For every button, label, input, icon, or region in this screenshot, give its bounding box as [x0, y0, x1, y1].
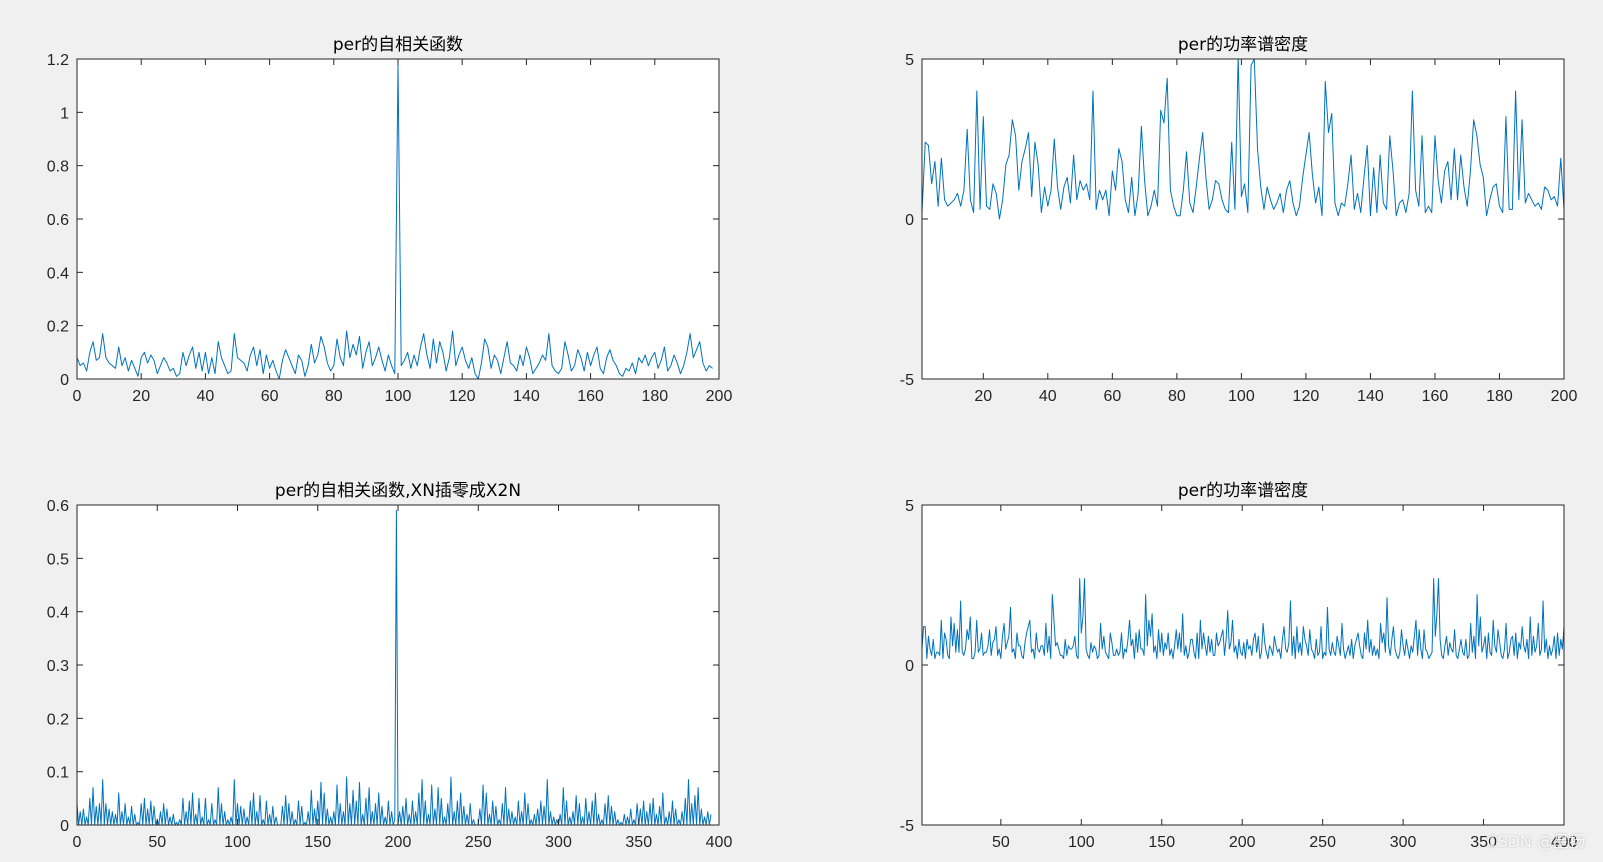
x-tick-label: 50	[992, 834, 1010, 851]
x-tick-label: 100	[224, 834, 251, 851]
y-tick-label: 0.1	[47, 765, 69, 782]
chart-title: per的功率谱密度	[1178, 35, 1308, 55]
y-tick-label: 0.2	[47, 711, 69, 728]
series-line	[77, 509, 712, 825]
x-tick-label: 120	[449, 388, 476, 405]
x-tick-label: 100	[1228, 388, 1255, 405]
x-tick-label: 150	[304, 834, 331, 851]
x-tick-label: 100	[385, 388, 412, 405]
x-tick-label: 250	[1309, 834, 1336, 851]
x-tick-label: 300	[545, 834, 572, 851]
watermark-text: CSDN @星扬	[1486, 832, 1585, 851]
y-tick-label: 0	[905, 658, 914, 675]
x-tick-label: 40	[197, 388, 215, 405]
x-tick-label: 180	[641, 388, 668, 405]
x-tick-label: 140	[513, 388, 540, 405]
y-tick-label: 0.3	[47, 658, 69, 675]
x-tick-label: 160	[1422, 388, 1449, 405]
x-tick-label: 250	[465, 834, 492, 851]
series-line	[922, 59, 1564, 220]
x-tick-label: 120	[1293, 388, 1320, 405]
x-tick-label: 40	[1039, 388, 1057, 405]
x-tick-label: 20	[974, 388, 992, 405]
y-tick-label: 0.5	[47, 551, 69, 568]
y-tick-label: 0.6	[47, 212, 69, 229]
x-tick-label: 400	[706, 834, 733, 851]
x-tick-label: 0	[73, 834, 82, 851]
x-tick-label: 350	[1470, 834, 1497, 851]
x-tick-label: 200	[1229, 834, 1256, 851]
y-tick-label: 0	[60, 818, 69, 835]
chart-3: 0 50 100 150 200 250 300 350 400 0 0.1 0.2 0.3 0.4 0.5…	[47, 481, 733, 851]
y-tick-label: 1	[60, 105, 69, 122]
chart-title: per的自相关函数	[333, 35, 463, 55]
y-tick-label: 0.4	[47, 605, 69, 622]
x-tick-label: 400	[1551, 834, 1578, 851]
y-tick-label: 0.8	[47, 159, 69, 176]
y-tick-label: 5	[905, 52, 914, 69]
x-tick-label: 300	[1390, 834, 1417, 851]
chart-title: per的功率谱密度	[1178, 481, 1308, 501]
y-tick-label: 0	[60, 372, 69, 389]
x-tick-label: 50	[148, 834, 166, 851]
plot-area	[922, 505, 1564, 825]
y-tick-label: -5	[900, 818, 914, 835]
x-tick-label: 200	[706, 388, 733, 405]
plot-area	[922, 59, 1564, 379]
y-tick-label: 0.2	[47, 319, 69, 336]
chart-title: per的自相关函数,XN插零成X2N	[275, 481, 521, 501]
x-tick-label: 20	[132, 388, 150, 405]
x-tick-label: 160	[577, 388, 604, 405]
x-tick-label: 100	[1068, 834, 1095, 851]
series-line	[77, 63, 713, 379]
x-tick-label: 80	[1168, 388, 1186, 405]
series-line	[922, 578, 1564, 660]
x-tick-label: 200	[1551, 388, 1578, 405]
chart-1: 0 20 40 60 80 100 120 140 160 180 200 0 0.2 0.4 0.6 0.8…	[47, 35, 733, 405]
x-tick-label: 140	[1357, 388, 1384, 405]
x-tick-label: 60	[1103, 388, 1121, 405]
x-tick-label: 0	[73, 388, 82, 405]
chart-2: 20 40 60 80 100 120 140 160 180 200 -5 0 5 per的功率谱密度	[900, 35, 1578, 405]
chart-4: 50 100 150 200 250 300 350 400 -5 0 5 per的功率谱密度	[900, 481, 1578, 851]
y-tick-label: 1.2	[47, 52, 69, 69]
y-tick-label: 5	[905, 498, 914, 515]
x-tick-label: 80	[325, 388, 343, 405]
y-tick-label: 0.6	[47, 498, 69, 515]
y-tick-label: 0	[905, 212, 914, 229]
y-tick-label: 0.4	[47, 265, 69, 282]
x-tick-label: 150	[1148, 834, 1175, 851]
y-tick-label: -5	[900, 372, 914, 389]
x-tick-label: 200	[385, 834, 412, 851]
x-tick-label: 180	[1486, 388, 1513, 405]
x-tick-label: 350	[625, 834, 652, 851]
x-tick-label: 60	[261, 388, 279, 405]
